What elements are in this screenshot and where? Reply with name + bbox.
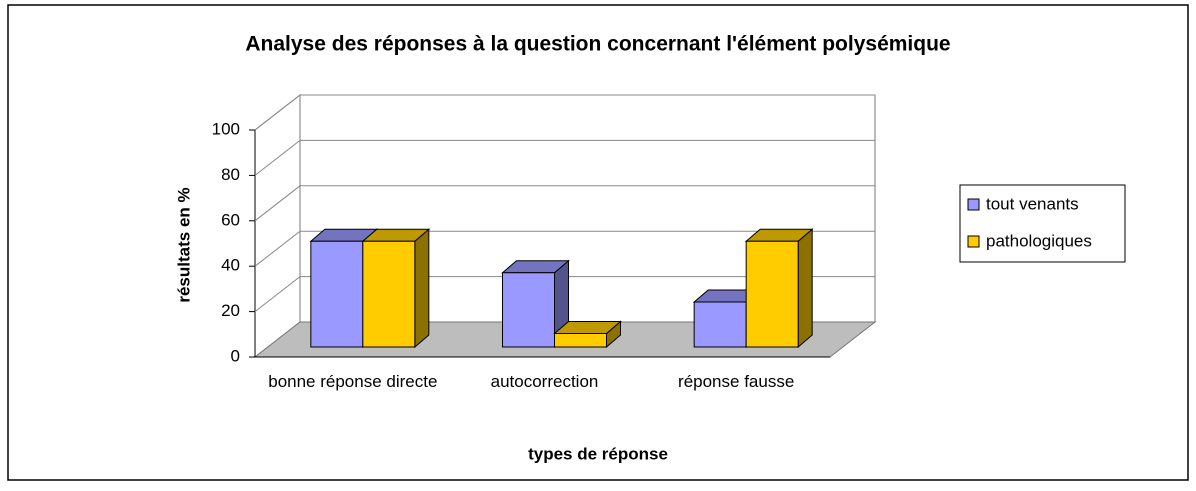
legend (959, 184, 1126, 263)
legend-swatch (967, 198, 980, 211)
y-tick-label: 60 (221, 210, 240, 229)
y-axis-label: résultats en % (174, 187, 193, 302)
bar (310, 240, 364, 348)
y-tick-label: 0 (231, 346, 240, 365)
y-tick-label: 40 (221, 256, 240, 275)
y-tick-label: 20 (221, 301, 240, 320)
legend-swatch (967, 235, 980, 248)
bar-side (797, 228, 813, 349)
legend-label: pathologiques (986, 231, 1092, 250)
grid-line (254, 276, 875, 312)
chart-title: Analyse des réponses à la question conce… (245, 33, 950, 56)
grid-line (254, 185, 875, 222)
y-tick-label: 100 (212, 119, 240, 138)
y-tick-label: 80 (221, 165, 240, 184)
bar (362, 240, 416, 348)
x-axis-label: types de réponse (528, 444, 668, 463)
side-wall (254, 93, 301, 359)
bar (554, 333, 607, 348)
grid-line (254, 139, 875, 176)
legend-label: tout venants (986, 194, 1079, 213)
bar (745, 240, 799, 348)
x-tick-label: réponse fausse (678, 372, 795, 391)
grid-line (254, 230, 875, 267)
bar-side (414, 228, 430, 349)
bar (502, 272, 555, 348)
bar (693, 301, 747, 348)
x-tick-label: bonne réponse directe (268, 372, 438, 391)
grid-line (254, 94, 875, 131)
x-tick-label: autocorrection (490, 372, 599, 391)
